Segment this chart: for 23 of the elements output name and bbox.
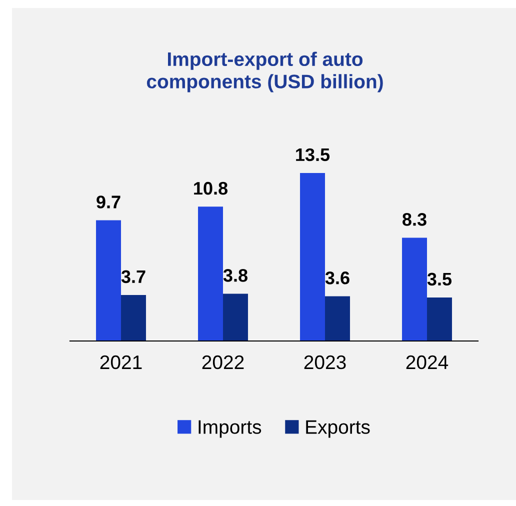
- data-label: 3.8: [223, 269, 248, 282]
- data-label: 10.8: [194, 182, 228, 195]
- data-label: 3.7: [121, 270, 146, 284]
- bar: [402, 238, 427, 341]
- chart-title: Import-export of auto components (USD billion): [146, 52, 383, 92]
- data-label: 3.5: [427, 272, 452, 286]
- x-tick-label: 2023: [304, 355, 346, 370]
- x-tick-label: 2022: [202, 355, 244, 370]
- data-label: 8.3: [402, 213, 426, 226]
- bar: [223, 294, 248, 341]
- bar: [198, 206, 223, 341]
- x-tick-label: 2021: [100, 355, 142, 370]
- bar: [96, 220, 121, 341]
- data-label: 3.6: [325, 272, 350, 284]
- data-label: 13.5: [296, 148, 330, 162]
- bar: [121, 294, 146, 341]
- bar: [325, 296, 350, 341]
- bar: [427, 297, 452, 341]
- x-tick-label: 2024: [406, 355, 448, 370]
- bar: [300, 173, 325, 341]
- legend-label: Imports: [198, 420, 262, 438]
- data-label: 9.7: [96, 196, 120, 208]
- legend-label: Exports: [306, 420, 370, 438]
